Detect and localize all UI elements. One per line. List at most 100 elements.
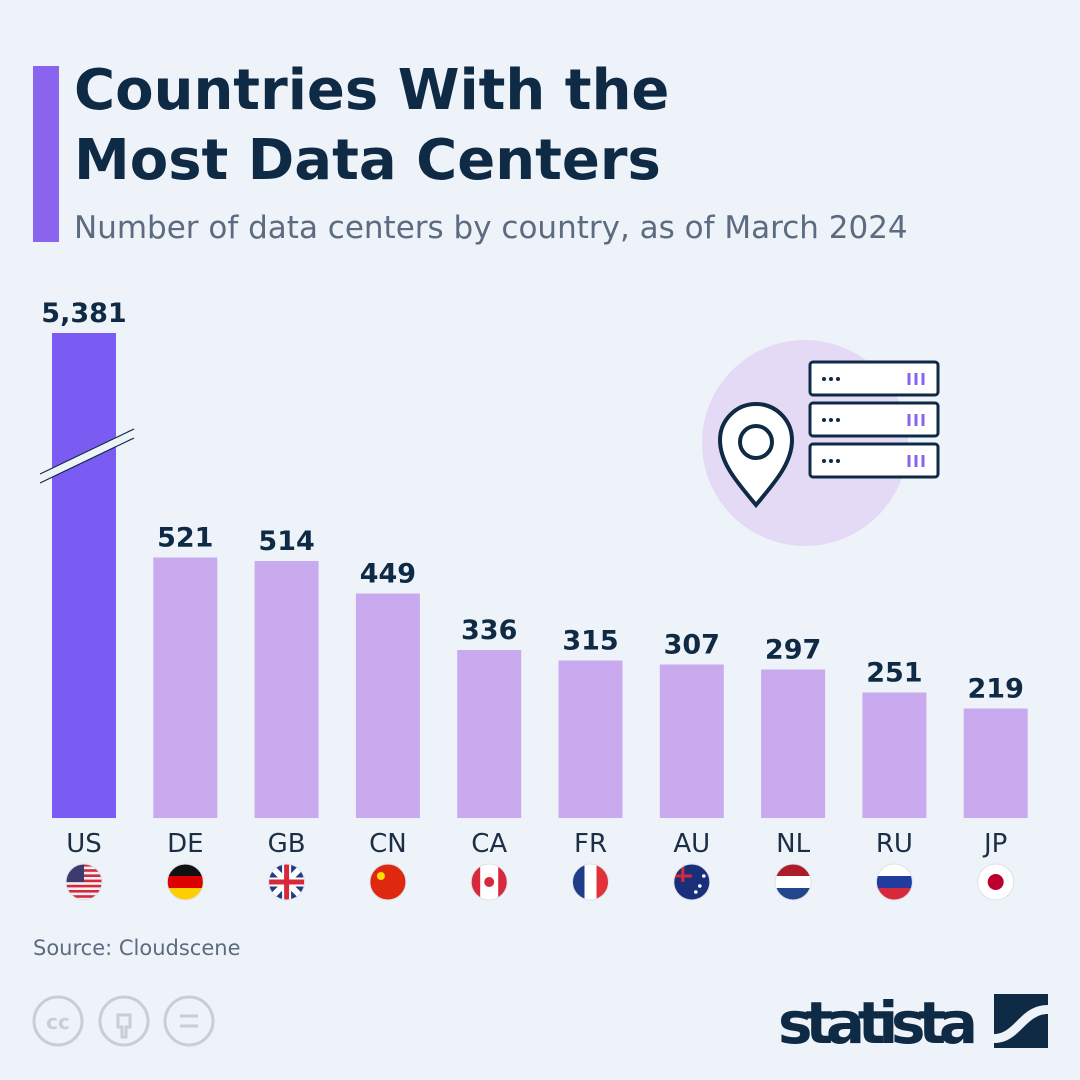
x-tick-label: RU	[876, 829, 913, 859]
x-tick-label: GB	[268, 829, 306, 859]
flag-part	[876, 876, 913, 888]
brand: statista	[778, 989, 978, 1057]
flag-body	[673, 864, 710, 900]
flag-part	[775, 876, 812, 888]
license-icons	[32, 995, 215, 1047]
flag-part	[775, 864, 812, 876]
flag-part	[876, 864, 913, 876]
value-label: 336	[461, 615, 517, 646]
bar	[659, 664, 724, 818]
bar	[761, 669, 826, 818]
flag-part	[376, 872, 385, 880]
axis-break-line	[39, 428, 135, 475]
flag-ring	[166, 863, 204, 901]
brand-logo	[994, 994, 1048, 1048]
x-tick-label: US	[66, 829, 102, 859]
value-label: 251	[866, 658, 922, 689]
chart-subtitle: Number of data centers by country, as of…	[74, 210, 908, 246]
flag-part	[167, 864, 204, 876]
flag-part	[694, 890, 698, 894]
flag-part	[673, 864, 692, 882]
flag-body	[471, 864, 508, 900]
flag	[572, 863, 609, 901]
axis-break	[38, 429, 136, 482]
value-label: 315	[562, 626, 618, 657]
x-tick-label: DE	[167, 829, 203, 859]
bar	[52, 333, 116, 818]
cc-icon: cc	[46, 1010, 70, 1034]
flag-part	[167, 876, 204, 888]
flag-body	[167, 864, 204, 900]
flag-part	[572, 864, 585, 900]
flag	[369, 863, 407, 901]
value-label: 297	[765, 635, 821, 666]
flag-body	[775, 864, 812, 900]
bar	[963, 708, 1028, 818]
flag-part	[698, 884, 702, 888]
flag	[65, 863, 103, 901]
bar	[558, 660, 623, 818]
flag-ring	[268, 863, 306, 901]
bar	[355, 593, 420, 818]
flag-part	[498, 864, 508, 900]
flag-part	[987, 874, 1004, 890]
flag-body	[876, 864, 913, 900]
flag	[673, 863, 711, 901]
flag-body	[66, 864, 102, 898]
illustration	[702, 340, 940, 546]
value-label: 5,381	[41, 298, 126, 329]
flag-part	[702, 874, 706, 878]
x-tick-label: CN	[369, 829, 407, 859]
flag-ring	[977, 863, 1015, 901]
x-tick-label: CA	[471, 829, 507, 859]
x-tick-label: NL	[776, 829, 810, 859]
flag	[268, 863, 306, 901]
flag-part	[471, 864, 481, 900]
flag-ring	[65, 863, 103, 901]
flag-ring	[470, 863, 508, 901]
flag	[166, 863, 204, 901]
flag-part	[596, 864, 609, 900]
value-label: 449	[360, 559, 416, 590]
flag-ring	[673, 863, 711, 901]
x-tick-label: FR	[574, 829, 607, 859]
flag	[977, 863, 1015, 901]
flag-part	[268, 864, 305, 900]
flag-part	[775, 888, 812, 900]
flag-part	[66, 890, 102, 893]
flag-part	[673, 864, 710, 900]
flag-body	[977, 864, 1014, 900]
flag-part	[167, 888, 204, 900]
flag-ring	[369, 863, 407, 901]
flag-ring	[774, 863, 812, 901]
chart-title: Countries With the Most Data Centers	[74, 58, 670, 193]
value-label: 514	[258, 526, 314, 557]
value-label: 219	[968, 674, 1024, 705]
flag-ring	[875, 863, 913, 901]
flag	[774, 863, 812, 901]
x-tick-label: JP	[982, 829, 1007, 859]
bar	[862, 692, 927, 818]
flag-part	[369, 864, 406, 900]
bar	[457, 650, 522, 818]
flag-part	[66, 895, 102, 898]
value-label: 307	[664, 630, 720, 661]
axis-break-line	[39, 437, 135, 484]
flag	[875, 863, 913, 901]
accent-bar	[33, 66, 59, 242]
flag	[470, 863, 508, 901]
x-tick-label: AU	[673, 829, 710, 859]
flag-part	[876, 888, 913, 900]
flag-part	[66, 884, 102, 888]
flag-body	[572, 864, 609, 900]
value-label: 521	[157, 523, 213, 554]
bar	[254, 561, 319, 818]
flag-body	[268, 864, 305, 900]
flag-part	[484, 877, 495, 887]
flag-part	[584, 864, 597, 900]
flag-ring	[572, 863, 609, 901]
bar	[153, 557, 218, 818]
flag-body	[369, 864, 406, 900]
